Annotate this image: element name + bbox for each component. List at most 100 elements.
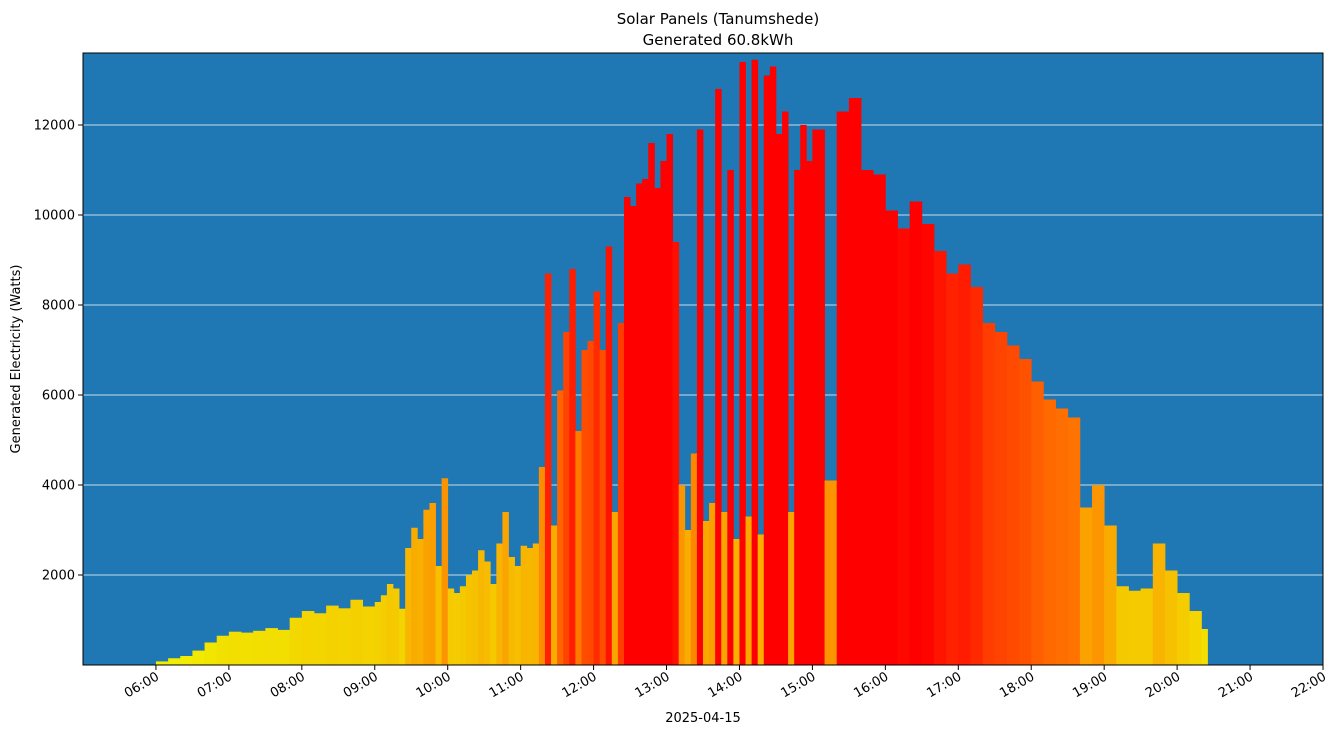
bar <box>277 629 291 665</box>
x-tick-label: 17:00 <box>924 669 964 701</box>
bar <box>703 521 710 665</box>
bar <box>192 650 205 665</box>
bar <box>551 525 558 665</box>
bar <box>514 566 522 665</box>
bar <box>605 246 613 665</box>
bar <box>751 59 759 665</box>
bar <box>326 605 339 665</box>
y-tick-label: 2000 <box>42 569 75 584</box>
bar <box>241 632 254 665</box>
bar <box>538 467 546 665</box>
bar <box>709 503 716 665</box>
bar <box>806 161 813 665</box>
bar <box>861 170 874 665</box>
bar <box>958 264 971 665</box>
bar <box>1189 611 1202 665</box>
bar <box>1019 359 1032 665</box>
bar <box>441 478 449 665</box>
bar <box>374 602 382 665</box>
bar <box>435 566 443 665</box>
x-tick-label: 08:00 <box>268 669 308 701</box>
bar <box>544 273 552 665</box>
bar <box>447 588 455 665</box>
bar <box>265 628 278 665</box>
bar <box>611 512 619 665</box>
x-tick-label: 13:00 <box>633 669 673 701</box>
bar <box>715 89 722 665</box>
bar <box>490 584 497 665</box>
x-tick-label: 22:00 <box>1289 669 1329 701</box>
bar <box>739 62 746 665</box>
bar <box>587 341 594 665</box>
bar <box>909 201 923 665</box>
bar <box>593 291 601 665</box>
chart-title: Solar Panels (Tanumshede) <box>617 10 820 28</box>
bar <box>1031 381 1044 665</box>
bar <box>684 530 692 665</box>
bar <box>788 512 795 665</box>
chart-subtitle: Generated 60.8kWh <box>643 31 794 49</box>
bar <box>216 635 230 665</box>
bar <box>557 390 564 665</box>
bar <box>569 269 576 665</box>
bar <box>526 548 534 665</box>
bar <box>350 599 364 665</box>
bar <box>623 197 631 665</box>
bar <box>417 539 424 665</box>
x-tick-label: 16:00 <box>851 669 891 701</box>
bar <box>204 642 218 665</box>
bar <box>812 129 825 665</box>
bar <box>696 129 704 665</box>
bar <box>563 332 570 665</box>
bar <box>1079 507 1093 665</box>
bar <box>982 323 996 665</box>
x-tick-label: 10:00 <box>414 669 454 701</box>
y-tick-label: 12000 <box>34 119 75 134</box>
bar <box>1043 399 1056 665</box>
x-tick-label: 11:00 <box>487 669 527 701</box>
bar <box>180 656 193 665</box>
bar <box>386 584 394 665</box>
bar <box>654 188 661 665</box>
x-tick-label: 14:00 <box>706 669 746 701</box>
x-tick-label: 12:00 <box>560 669 600 701</box>
bar <box>301 611 315 665</box>
bar <box>885 210 898 665</box>
bar <box>763 75 771 665</box>
bar <box>508 557 515 665</box>
bar <box>429 503 436 665</box>
bar <box>757 534 765 665</box>
bar <box>1201 629 1208 665</box>
bar <box>581 350 588 665</box>
bar <box>1104 525 1117 665</box>
bar <box>1140 588 1154 665</box>
x-tick-label: 19:00 <box>1070 669 1110 701</box>
y-tick-label: 8000 <box>42 299 75 314</box>
bar <box>423 509 430 665</box>
bar <box>897 228 911 665</box>
bar <box>459 586 467 665</box>
x-tick-label: 06:00 <box>122 669 162 701</box>
bar <box>727 170 734 665</box>
bar <box>769 66 777 665</box>
bar <box>1177 593 1190 665</box>
bar <box>228 631 242 665</box>
bar <box>313 613 327 665</box>
bar <box>800 125 807 665</box>
bar <box>933 251 947 665</box>
bar <box>520 545 528 665</box>
bar <box>946 273 959 665</box>
bar <box>575 431 582 665</box>
x-tick-label: 15:00 <box>778 669 818 701</box>
bar <box>642 179 649 665</box>
bar <box>168 658 181 665</box>
bar <box>411 527 418 665</box>
bar <box>496 543 503 665</box>
bar <box>794 170 801 665</box>
bar <box>1152 543 1166 665</box>
bar <box>393 588 400 665</box>
y-tick-label: 4000 <box>42 479 75 494</box>
bar <box>253 630 266 665</box>
bar <box>1128 590 1142 665</box>
